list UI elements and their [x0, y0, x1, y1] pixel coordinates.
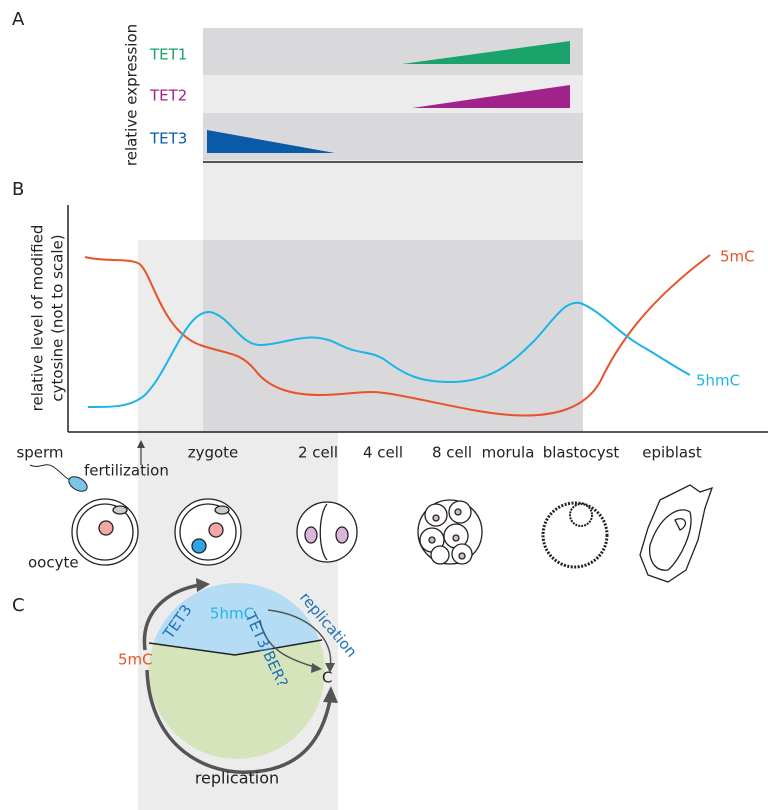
stage-label: 2 cell: [298, 444, 338, 462]
sperm-tail: [30, 465, 70, 480]
stage-label: blastocyst: [543, 444, 620, 462]
panel-label: B: [12, 179, 24, 200]
panel-label: C: [12, 595, 25, 616]
stage-label: epiblast: [642, 444, 702, 462]
cell-label: oocyte: [28, 554, 79, 572]
stage-label: 8 cell: [432, 444, 472, 462]
axis-label: relative expression: [123, 24, 141, 166]
node-label: C: [322, 669, 332, 687]
curve-label: 5hmC: [696, 372, 740, 390]
bg-region: [203, 240, 583, 432]
row-label: TET1: [149, 46, 187, 64]
figure: A relative expression TET1 TET2 TET3 B r…: [0, 0, 768, 810]
node-label: 5mC: [118, 651, 153, 669]
edge-label: replication: [195, 769, 279, 788]
panel-label: A: [12, 9, 25, 30]
stage-label: zygote: [188, 444, 239, 462]
stage-label: 4 cell: [363, 444, 403, 462]
stage-label: morula: [482, 444, 535, 462]
stage-label: fertilization: [84, 462, 169, 480]
row-label: TET3: [149, 130, 187, 148]
axis-label: cytosine (not to scale): [49, 234, 67, 401]
axis-label: relative level of modified: [29, 225, 47, 412]
stage-label: sperm: [16, 444, 63, 462]
curve-label: 5mC: [720, 248, 755, 266]
row-label: TET2: [149, 87, 187, 105]
